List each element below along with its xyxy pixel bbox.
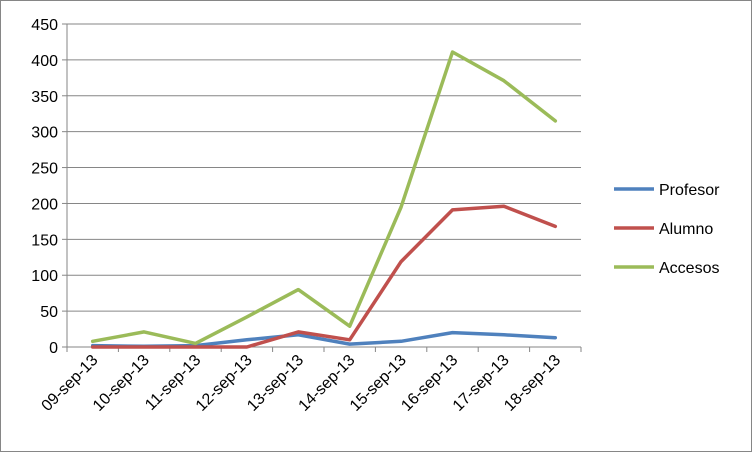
y-tick-label: 450: [31, 17, 58, 34]
y-tick-label: 250: [31, 161, 58, 178]
legend-label-profesor: Profesor: [659, 182, 720, 199]
y-tick-label: 400: [31, 53, 58, 70]
y-tick-label: 0: [49, 340, 58, 357]
legend: Profesor Alumno Accesos: [614, 182, 720, 277]
y-tick-label: 300: [31, 125, 58, 142]
gridlines: [67, 23, 581, 312]
series-line-accesos: [90, 50, 558, 346]
y-tick-label: 350: [31, 89, 58, 106]
axes: [66, 24, 581, 348]
y-tick-label: 150: [31, 232, 58, 249]
x-axis-ticks: 09-sep-1310-sep-1311-sep-1312-sep-1313-s…: [39, 347, 582, 415]
legend-label-accesos: Accesos: [659, 260, 719, 277]
y-tick-label: 200: [31, 196, 58, 213]
x-tick-label: 18-sep-13: [501, 352, 564, 415]
y-tick-label: 100: [31, 268, 58, 285]
y-tick-label: 50: [40, 304, 58, 321]
series-line-alumno: [90, 204, 558, 349]
series-lines: [90, 50, 558, 349]
legend-label-alumno: Alumno: [659, 221, 713, 238]
x-tick-label: 10-sep-13: [90, 352, 153, 415]
y-axis-ticks: 0 50 100 150 200 250 300 350 400 450: [31, 17, 67, 357]
